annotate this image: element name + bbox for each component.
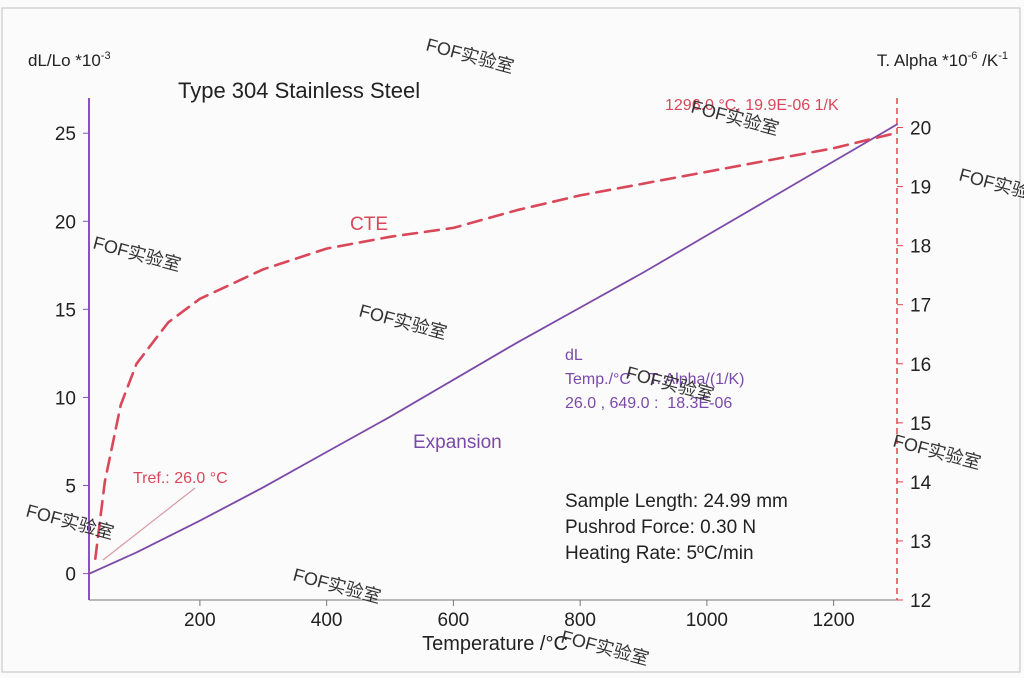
x-axis-title: Temperature /°C [422, 633, 568, 655]
heating-rate-text: Heating Rate: 5ºC/min [565, 543, 754, 564]
watermark: FOF实验室 [891, 431, 983, 474]
x-tick-label: 1200 [812, 610, 854, 631]
y-right-tick-label: 20 [910, 119, 931, 140]
y-right-tick-label: 17 [910, 296, 931, 317]
y-left-tick-label: 25 [55, 124, 76, 145]
x-tick-label: 200 [184, 610, 216, 631]
sample-length-text: Sample Length: 24.99 mm [565, 491, 788, 512]
y-left-tick-label: 0 [65, 565, 76, 586]
y-right-tick-label: 19 [910, 178, 931, 199]
y-right-tick-label: 13 [910, 532, 931, 553]
y-left-axis-title: dL/Lo *10-3 [28, 50, 111, 70]
readout-values: 26.0 , 649.0 : 18.3E-06 [565, 395, 732, 412]
y-left-tick-label: 15 [55, 300, 76, 321]
watermark: FOF实验室 [291, 565, 383, 608]
x-tick-label: 800 [564, 610, 596, 631]
y-right-axis-title: T. Alpha *10-6 /K-1 [877, 50, 1008, 70]
y-left-tick-label: 5 [65, 477, 76, 498]
series-line-expansion [88, 123, 898, 575]
axis-ticks: 200 400 600 800 1000 1200 0 5 10 15 20 25 12 13 14 15 16… [55, 119, 932, 631]
y-right-tick-label: 12 [910, 591, 931, 612]
watermark: FOF实验室 [91, 233, 183, 276]
cte-end-point-label: 1296.0 °C, 19.9E-06 1/K [665, 97, 839, 114]
series-line-cte [94, 132, 896, 560]
y-left-tick-label: 10 [55, 388, 76, 409]
pushrod-force-text: Pushrod Force: 0.30 N [565, 517, 756, 538]
chart-frame [1, 7, 1021, 673]
y-right-tick-label: 18 [910, 237, 931, 258]
watermark: FOF实验室 [559, 627, 651, 670]
chart-title: Type 304 Stainless Steel [178, 78, 420, 103]
series-layer [88, 123, 898, 575]
readout-header: dL [565, 347, 583, 364]
watermark: FOF实验室 [957, 165, 1024, 208]
x-tick-label: 400 [311, 610, 343, 631]
tref-leader-line [102, 487, 196, 561]
tref-label: Tref.: 26.0 °C [133, 470, 228, 487]
watermark: FOF实验室 [357, 301, 449, 344]
cte-series-label: CTE [350, 214, 388, 235]
x-tick-label: 600 [438, 610, 470, 631]
expansion-series-label: Expansion [413, 432, 502, 453]
watermark: FOF实验室 [424, 35, 516, 78]
x-tick-label: 1000 [686, 610, 728, 631]
readout-columns: Temp./°C T. Alpha/(1/K) [565, 371, 745, 388]
y-right-tick-label: 15 [910, 414, 931, 435]
watermarks: FOF实验室 FOF实验室 FOF实验室 FOF实验室 FOF实验室 FOF实验… [24, 35, 1024, 670]
y-right-tick-label: 14 [910, 473, 932, 494]
y-left-tick-label: 20 [55, 212, 76, 233]
y-right-tick-label: 16 [910, 355, 931, 376]
